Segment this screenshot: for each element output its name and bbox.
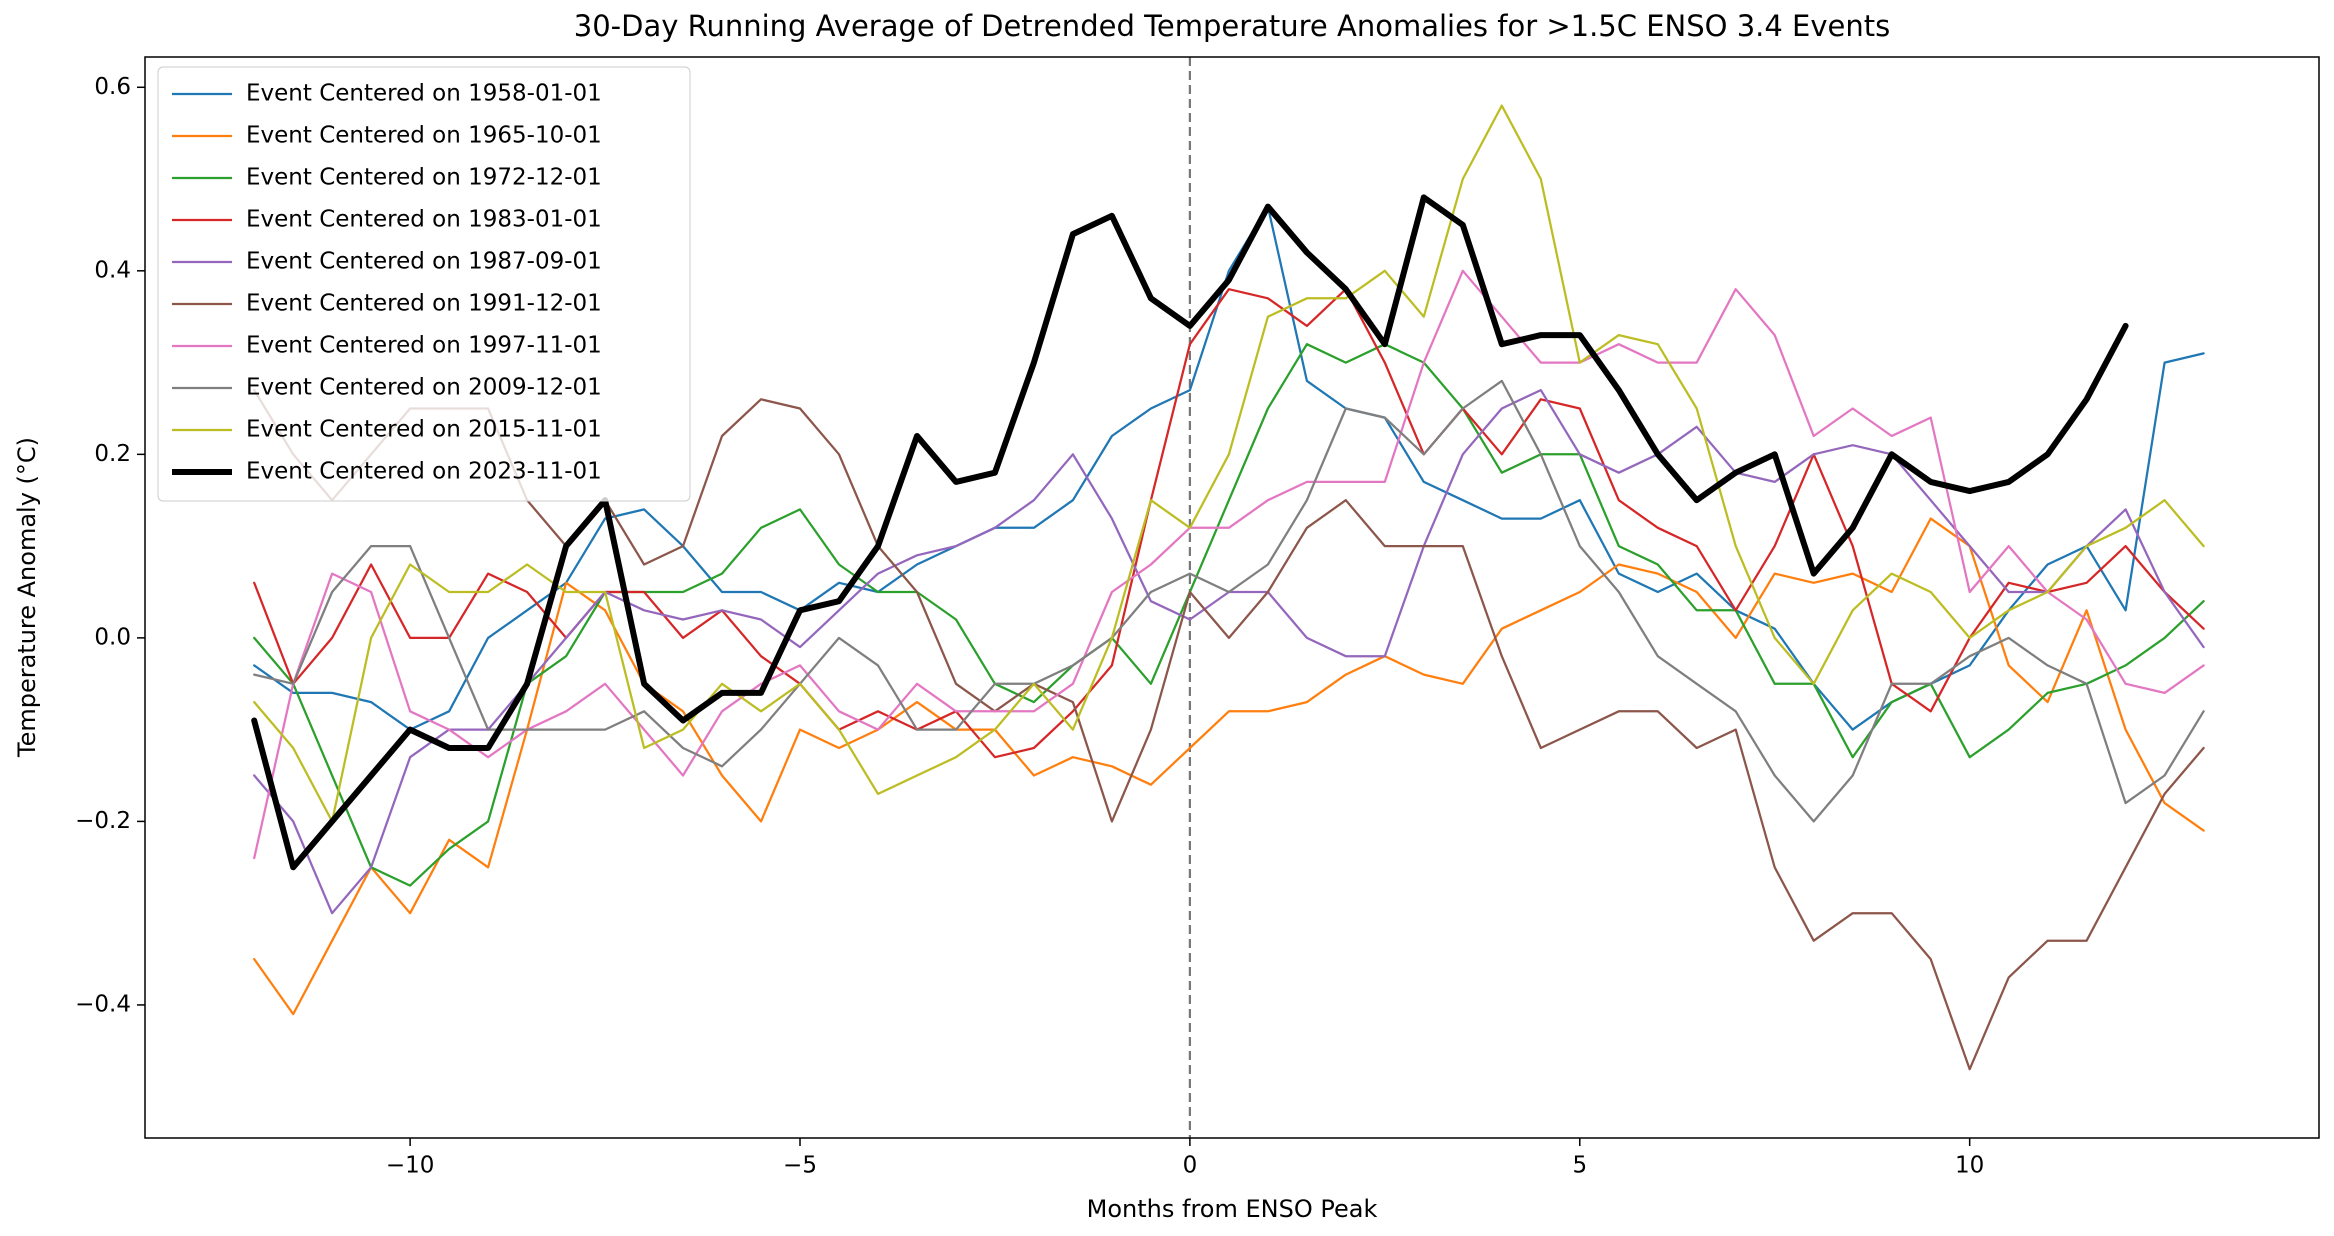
plot-area <box>251 57 2205 1138</box>
y-tick-label: −0.4 <box>75 991 131 1017</box>
legend-label: Event Centered on 2023-11-01 <box>246 459 602 485</box>
x-tick-label: 5 <box>1572 1153 1587 1179</box>
series-line <box>253 379 2205 823</box>
y-tick-label: 0.4 <box>94 257 131 283</box>
legend: Event Centered on 1958-01-01 Event Center… <box>157 66 691 502</box>
axes-frame <box>144 56 2320 1139</box>
legend-label: Event Centered on 2015-11-01 <box>246 417 602 443</box>
legend-label: Event Centered on 1972-12-01 <box>246 165 602 191</box>
legend-label: Event Centered on 1987-09-01 <box>246 249 602 275</box>
legend-label: Event Centered on 1965-10-01 <box>246 123 602 149</box>
y-tick-label: 0.2 <box>94 441 131 467</box>
legend-label: Event Centered on 1958-01-01 <box>246 81 602 107</box>
series-line <box>251 194 2129 871</box>
series-line <box>253 343 2205 887</box>
legend-label: Event Centered on 1997-11-01 <box>246 333 602 359</box>
x-axis-label: Months from ENSO Peak <box>1087 1195 1378 1223</box>
y-tick-label: 0.0 <box>94 624 131 650</box>
series-line <box>253 104 2205 823</box>
legend-label: Event Centered on 2009-12-01 <box>246 375 602 401</box>
chart-title: 30-Day Running Average of Detrended Temp… <box>574 9 1890 43</box>
x-tick-label: −10 <box>386 1153 435 1179</box>
y-tick-label: −0.2 <box>75 808 131 834</box>
x-tick-label: 10 <box>1955 1153 1984 1179</box>
y-axis-label: Temperature Anomaly (°C) <box>13 437 41 758</box>
legend-label: Event Centered on 1983-01-01 <box>246 207 602 233</box>
x-tick-label: 0 <box>1183 1153 1198 1179</box>
series-line <box>253 269 2205 860</box>
x-tick-label: −5 <box>783 1153 817 1179</box>
legend-label: Event Centered on 1991-12-01 <box>246 291 602 317</box>
y-tick-label: 0.6 <box>94 74 131 100</box>
series-line <box>253 205 2205 731</box>
legend-box <box>157 66 691 502</box>
